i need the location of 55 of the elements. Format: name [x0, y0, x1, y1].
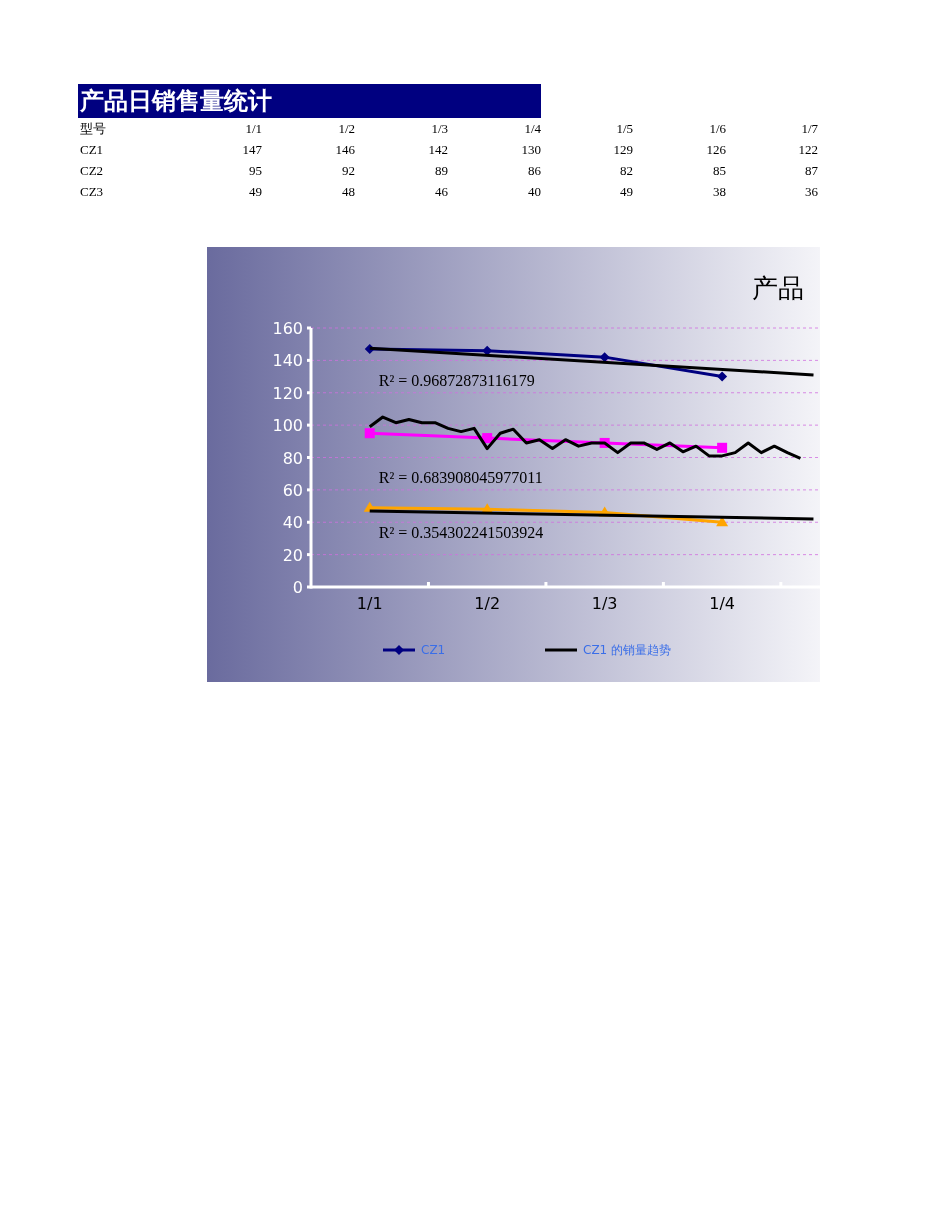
data-label: 89	[435, 163, 448, 179]
y-tick-label: 80	[282, 448, 303, 468]
y-tick-label: 20	[282, 545, 303, 565]
y-tick-label: 0	[292, 578, 303, 597]
data-label: 48	[342, 184, 355, 200]
data-label: 126	[706, 142, 726, 158]
point	[717, 371, 728, 382]
y-tick-label: 160	[272, 319, 303, 338]
data-label: 146	[335, 142, 355, 158]
data-label: 87	[805, 163, 818, 179]
y-tick-label: 140	[272, 351, 303, 371]
data-label: 49	[249, 184, 262, 200]
annotation: R² = 0.683908045977011	[378, 469, 543, 487]
y-tick-label: 100	[272, 416, 303, 436]
legend-title: 型号	[80, 121, 106, 137]
legend-label: CZ1 的销量趋势	[583, 643, 672, 657]
text: CZ2	[80, 163, 104, 179]
chart-title: 产品	[752, 273, 804, 303]
data-label: 92	[342, 163, 355, 179]
category-label: 1/6	[709, 121, 726, 137]
category-label: 1/1	[245, 121, 262, 137]
text: 产品日销售量统计	[78, 84, 541, 118]
text: CZ3	[80, 184, 104, 200]
data-label: 40	[528, 184, 541, 200]
text: CZ1	[80, 142, 104, 158]
category-label: 1/2	[338, 121, 355, 137]
data-label: 36	[805, 184, 818, 200]
x-tick-label: 1/1	[356, 594, 383, 613]
data-label: 49	[620, 184, 633, 200]
data-label: 95	[249, 163, 262, 179]
point	[364, 428, 375, 439]
data-label: 46	[435, 184, 448, 200]
data-label: 122	[798, 142, 818, 158]
y-tick-label: 60	[282, 480, 303, 500]
x-tick-label: 1/3	[591, 594, 618, 613]
data-label: 86	[528, 163, 541, 179]
data-label: 142	[428, 142, 448, 158]
data-label: 85	[713, 163, 726, 179]
point	[717, 442, 728, 453]
data-label: 130	[521, 142, 541, 158]
data-label: 129	[613, 142, 633, 158]
category-label: 1/4	[524, 121, 541, 137]
legend-label: CZ1	[421, 643, 446, 657]
data-label: 147	[242, 142, 262, 158]
category-label: 1/5	[616, 121, 633, 137]
x-tick-label: 1/2	[474, 594, 501, 613]
annotation: R² = 0.96872873116179	[378, 372, 535, 390]
data-label: 38	[713, 184, 726, 200]
y-tick-label: 40	[282, 513, 303, 533]
category-label: 1/7	[801, 121, 818, 137]
data-label: 82	[620, 163, 633, 179]
x-tick-label: 1/4	[709, 594, 735, 613]
category-label: 1/3	[431, 121, 448, 137]
annotation: R² = 0.354302241503924	[378, 524, 544, 542]
y-tick-label: 120	[272, 383, 303, 403]
